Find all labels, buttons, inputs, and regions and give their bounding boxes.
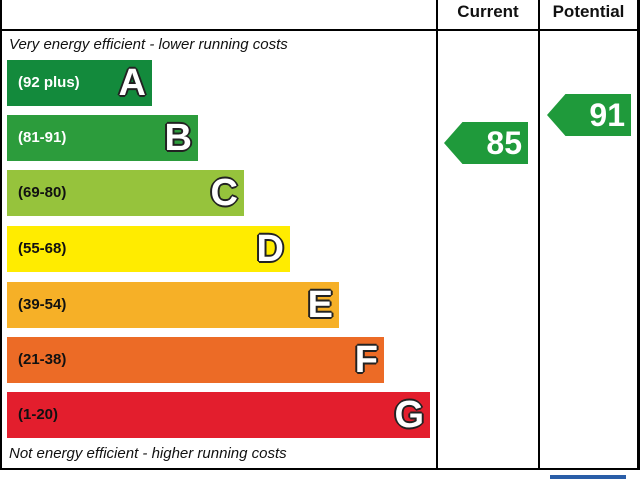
band-range: (69-80) bbox=[18, 184, 67, 201]
band-range: (55-68) bbox=[18, 240, 67, 257]
band-range: (92 plus) bbox=[18, 74, 80, 91]
band-a: (92 plus) A bbox=[7, 60, 152, 106]
frame-right-line bbox=[637, 0, 640, 470]
band-g: (1-20) G bbox=[7, 392, 430, 438]
band-c: (69-80) C bbox=[7, 170, 244, 216]
potential-rating-arrow: 91 bbox=[547, 94, 631, 136]
frame-top-line bbox=[0, 29, 640, 31]
band-range: (1-20) bbox=[18, 406, 59, 423]
band-b: (81-91) B bbox=[7, 115, 198, 161]
column-divider-current bbox=[436, 0, 438, 470]
potential-rating-value: 91 bbox=[589, 97, 625, 133]
band-letter: F bbox=[354, 339, 378, 381]
frame-bottom-line bbox=[0, 468, 640, 470]
band-letter: D bbox=[256, 228, 284, 270]
frame-left-line bbox=[0, 0, 2, 470]
band-letter: E bbox=[307, 284, 333, 326]
band-letter: A bbox=[118, 62, 146, 104]
band-range: (81-91) bbox=[18, 129, 67, 146]
bottom-note: Not energy efficient - higher running co… bbox=[9, 445, 287, 462]
current-column-header: Current bbox=[457, 2, 519, 21]
scroll-fragment bbox=[550, 475, 626, 479]
band-f: (21-38) F bbox=[7, 337, 384, 383]
column-divider-potential bbox=[538, 0, 540, 470]
band-letter: B bbox=[164, 117, 192, 159]
top-note: Very energy efficient - lower running co… bbox=[9, 36, 288, 53]
band-e: (39-54) E bbox=[7, 282, 339, 328]
band-range: (39-54) bbox=[18, 296, 67, 313]
band-letter: G bbox=[394, 394, 424, 436]
band-d: (55-68) D bbox=[7, 226, 290, 272]
band-letter: C bbox=[210, 172, 238, 214]
band-range: (21-38) bbox=[18, 351, 67, 368]
current-rating-arrow: 85 bbox=[444, 122, 528, 164]
current-rating-value: 85 bbox=[486, 125, 522, 161]
potential-column-header: Potential bbox=[552, 2, 625, 21]
